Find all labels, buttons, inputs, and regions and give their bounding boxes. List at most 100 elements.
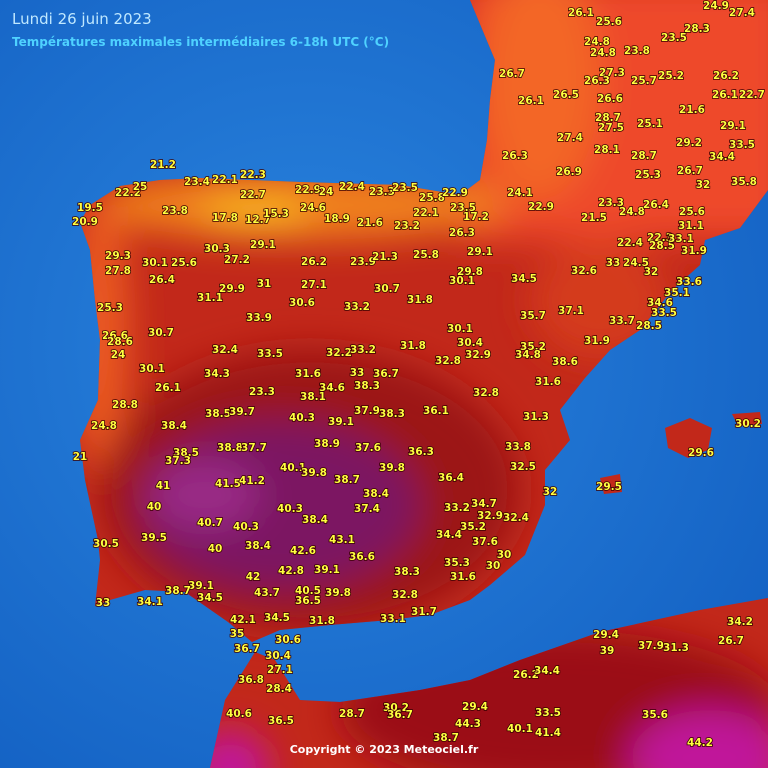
temperature-label: 44.3 (455, 718, 481, 730)
temperature-label: 38.4 (363, 488, 389, 500)
temperature-label: 22.3 (240, 169, 266, 181)
temperature-label: 26.7 (718, 635, 744, 647)
temperature-label: 34.1 (137, 596, 163, 608)
temperature-label: 33.1 (380, 613, 406, 625)
temperature-label: 40.5 (295, 585, 321, 597)
temperature-label: 25.3 (635, 169, 661, 181)
temperature-label: 31.6 (535, 376, 561, 388)
temperature-label: 28.5 (649, 240, 675, 252)
temperature-label: 30.1 (142, 257, 168, 269)
temperature-label: 27.1 (267, 664, 293, 676)
temperature-label: 31.8 (309, 615, 335, 627)
temperature-label: 40.3 (233, 521, 259, 533)
temperature-label: 36.6 (349, 551, 375, 563)
temperature-label: 32.2 (326, 347, 352, 359)
temperature-label: 37.6 (472, 536, 498, 548)
temperature-label: 40.6 (226, 708, 252, 720)
temperature-label: 22.4 (339, 181, 365, 193)
temperature-label: 25.2 (658, 70, 684, 82)
temperature-label: 42.6 (290, 545, 316, 557)
temperature-label: 30.1 (139, 363, 165, 375)
temperature-label: 33.2 (344, 301, 370, 313)
temperature-label: 34.3 (204, 368, 230, 380)
temperature-label: 34.4 (436, 529, 462, 541)
temperature-label: 35 (230, 628, 245, 640)
temperature-label: 39.1 (314, 564, 340, 576)
temperature-label: 28.3 (684, 23, 710, 35)
temperature-label: 26.7 (499, 68, 525, 80)
temperature-label: 31.1 (197, 292, 223, 304)
temperature-label: 26.4 (149, 274, 175, 286)
temperature-label: 37.9 (354, 405, 380, 417)
temperature-label: 38.8 (217, 442, 243, 454)
subtitle: Températures maximales intermédiaires 6-… (12, 35, 389, 49)
temperature-label: 38.4 (245, 540, 271, 552)
temperature-label: 23.8 (624, 45, 650, 57)
temperature-label: 36.4 (438, 472, 464, 484)
temperature-label: 26.4 (643, 199, 669, 211)
temperature-label: 28.7 (595, 112, 621, 124)
temperature-label: 25.8 (419, 192, 445, 204)
temperature-label: 30.3 (204, 243, 230, 255)
temperature-label: 31.8 (407, 294, 433, 306)
temperature-label: 21.3 (372, 251, 398, 263)
temperature-label: 30.6 (289, 297, 315, 309)
temperature-label: 29.9 (219, 283, 245, 295)
temperature-label: 29.6 (688, 447, 714, 459)
temperature-label: 33.2 (444, 502, 470, 514)
temperature-label: 26.3 (449, 227, 475, 239)
temperature-label: 32.9 (465, 349, 491, 361)
temperature-label: 41.2 (239, 475, 265, 487)
temperature-label: 23.5 (392, 182, 418, 194)
temperature-label: 23.8 (162, 205, 188, 217)
temperature-label: 23.5 (661, 32, 687, 44)
temperature-label: 25.7 (631, 75, 657, 87)
temperature-label: 27.4 (729, 7, 755, 19)
temperature-label: 30.1 (447, 323, 473, 335)
temperature-label: 30 (486, 560, 501, 572)
temperature-label: 31.6 (295, 368, 321, 380)
temperature-label: 29.4 (462, 701, 488, 713)
temperature-label: 34.4 (534, 665, 560, 677)
temperature-label: 22.4 (617, 237, 643, 249)
temperature-label: 34.6 (647, 297, 673, 309)
temperature-label: 37.4 (354, 503, 380, 515)
temperature-label: 29.3 (105, 250, 131, 262)
temperature-label: 36.8 (238, 674, 264, 686)
temperature-label: 31 (257, 278, 272, 290)
temperature-label: 39.5 (141, 532, 167, 544)
temperature-label: 17.2 (463, 211, 489, 223)
temperature-label: 22.7 (240, 189, 266, 201)
temperature-label: 42.1 (230, 614, 256, 626)
temperature-label: 43.7 (254, 587, 280, 599)
temperature-label: 38.6 (552, 356, 578, 368)
temperature-label: 28.7 (631, 150, 657, 162)
temperature-label: 24 (319, 186, 334, 198)
temperature-label: 21.6 (679, 104, 705, 116)
temperature-label: 38.3 (379, 408, 405, 420)
temperature-label: 24.9 (703, 0, 729, 12)
temperature-label: 31.8 (400, 340, 426, 352)
temperature-label: 42 (246, 571, 261, 583)
temperature-label: 33.5 (257, 348, 283, 360)
temperature-label: 31.1 (678, 220, 704, 232)
temperature-label: 29.8 (457, 266, 483, 278)
temperature-label: 27.4 (557, 132, 583, 144)
temperature-label: 24.8 (584, 36, 610, 48)
temperature-label: 26.1 (712, 89, 738, 101)
temperature-label: 35.8 (731, 176, 757, 188)
temperature-label: 22.9 (528, 201, 554, 213)
temperature-label: 34.4 (709, 151, 735, 163)
temperature-label: 34.5 (264, 612, 290, 624)
temperature-label: 23.3 (598, 197, 624, 209)
temperature-label: 26.6 (102, 330, 128, 342)
temperature-label: 38.5 (173, 447, 199, 459)
temperature-label: 40 (208, 543, 223, 555)
temperature-label: 30.7 (374, 283, 400, 295)
temperature-label: 38.3 (354, 380, 380, 392)
temperature-label: 35.3 (444, 557, 470, 569)
temperature-label: 21.6 (357, 217, 383, 229)
temperature-label: 32.5 (510, 461, 536, 473)
temperature-label: 15.3 (263, 208, 289, 220)
temperature-label: 30.6 (275, 634, 301, 646)
